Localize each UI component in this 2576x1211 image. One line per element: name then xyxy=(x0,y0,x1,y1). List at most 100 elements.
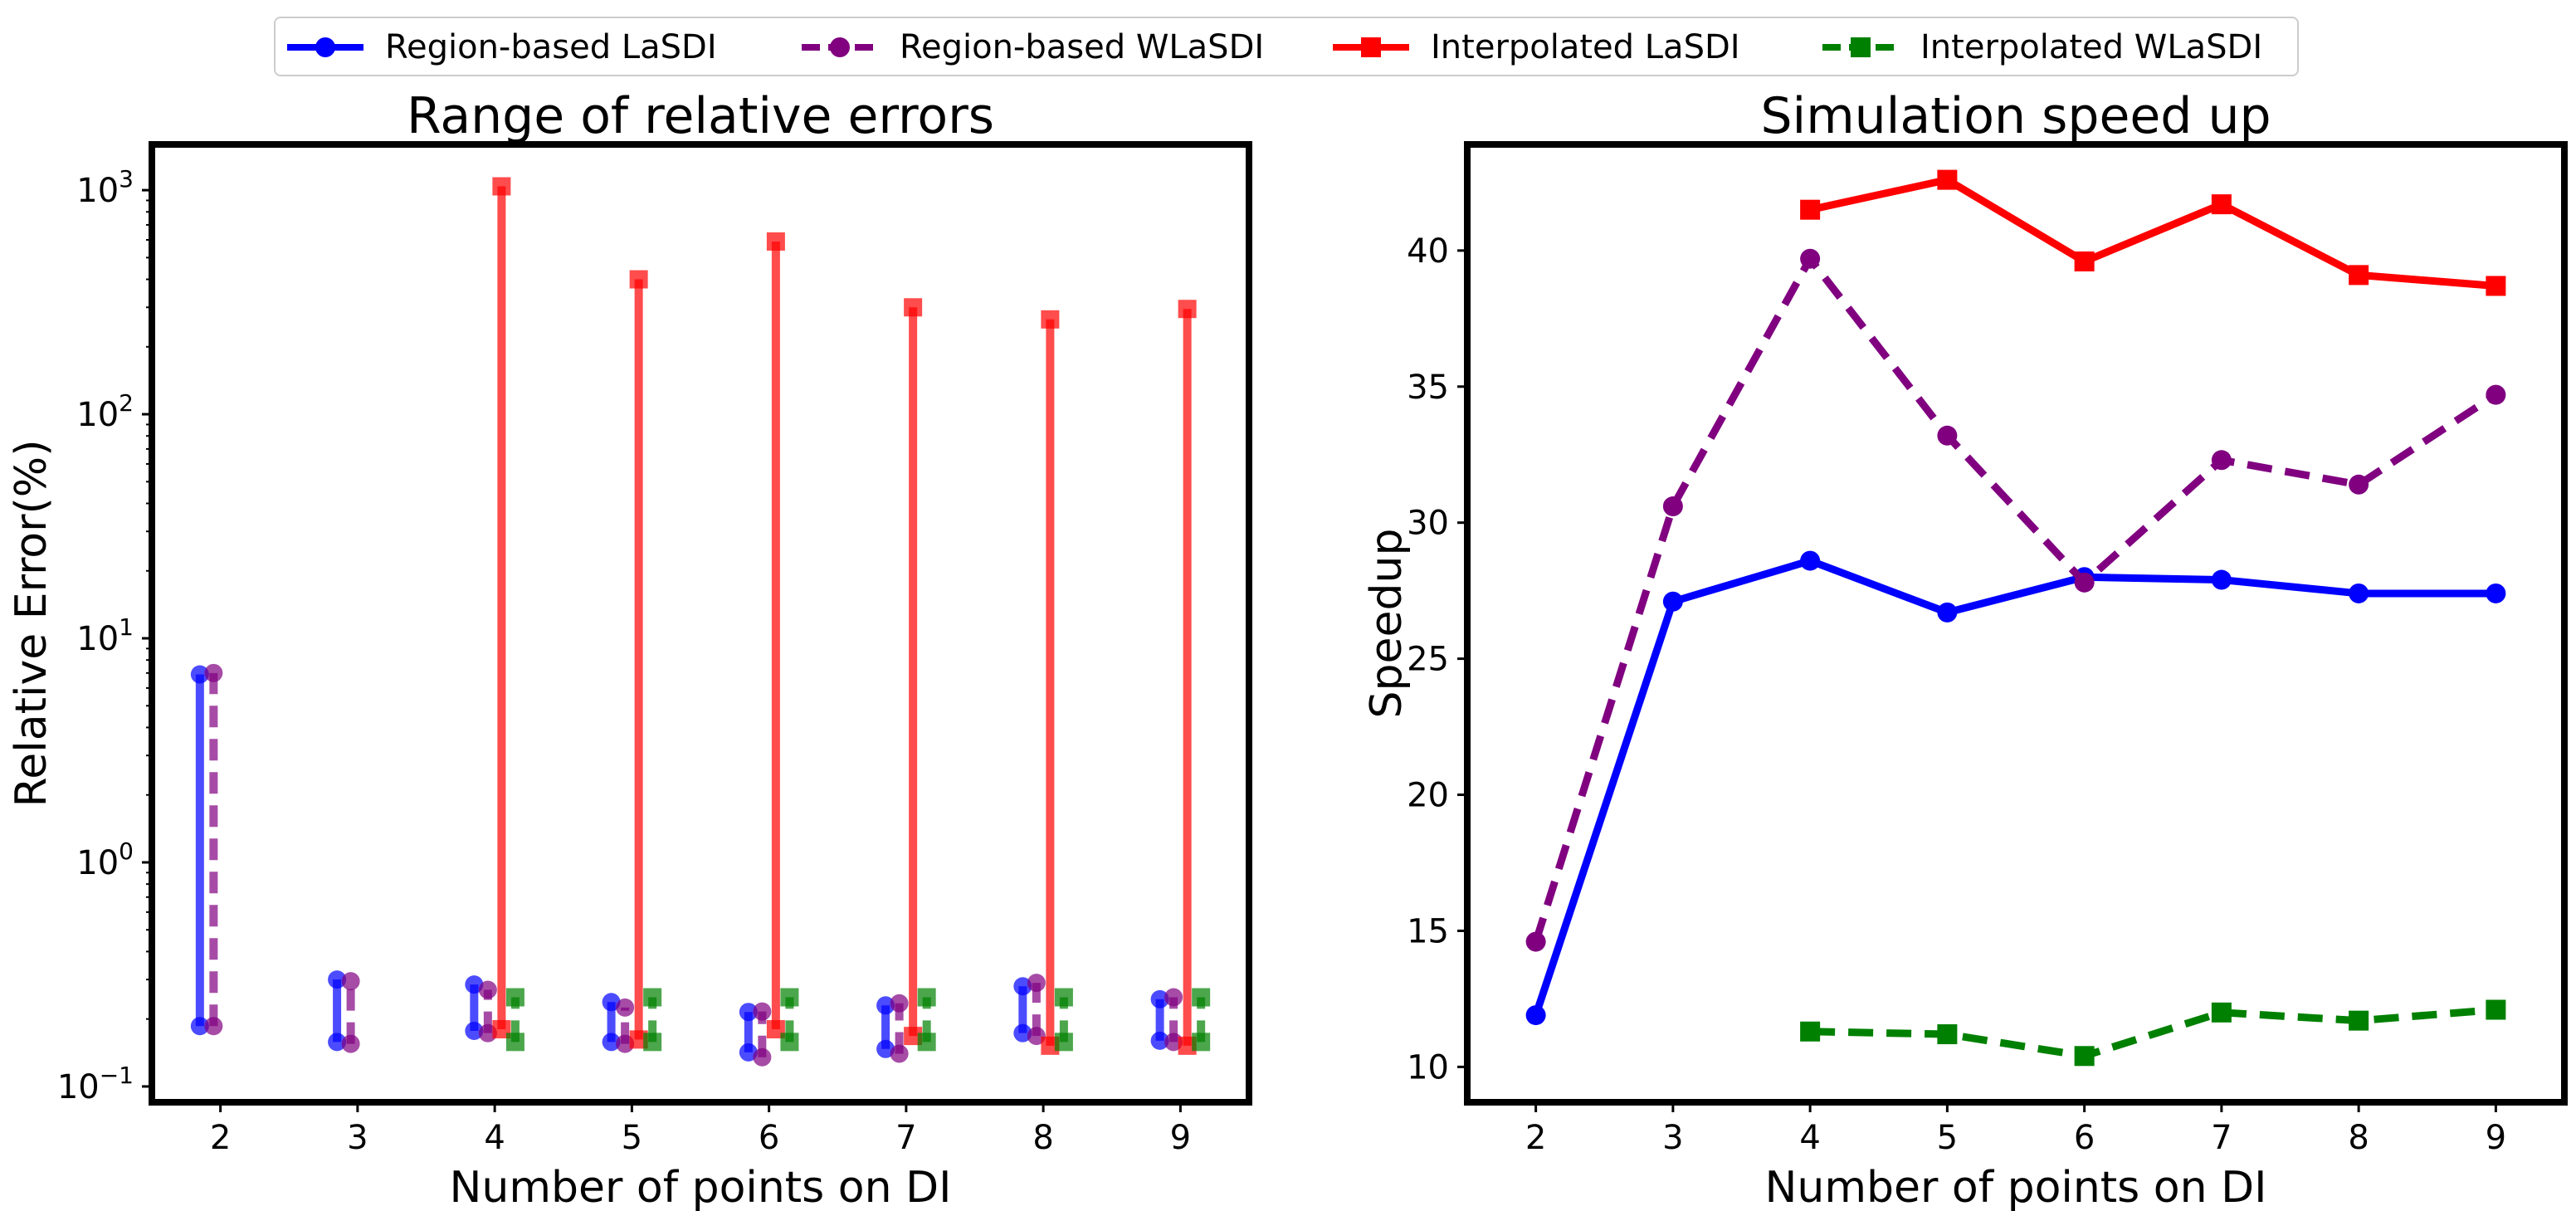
data-point xyxy=(1937,1024,1958,1045)
x-tick-label: 4 xyxy=(484,1119,505,1157)
series-region-based-lasdi xyxy=(190,665,1169,1062)
legend-label: Interpolated LaSDI xyxy=(1431,28,1740,66)
range-max-marker xyxy=(204,663,223,682)
y-tick-label: 102 xyxy=(76,389,134,434)
y-tick-label: 20 xyxy=(1407,777,1449,815)
range-min-marker xyxy=(465,1022,484,1041)
series-region-based-wlasdi xyxy=(204,663,1183,1067)
x-tick-label: 3 xyxy=(1662,1119,1683,1157)
range-max-marker xyxy=(328,970,347,989)
range-max-marker xyxy=(629,270,648,289)
chart-title: Range of relative errors xyxy=(407,87,994,145)
data-point xyxy=(1800,1021,1821,1042)
range-max-marker xyxy=(190,665,209,684)
series-interpolated-wlasdi xyxy=(1800,999,2506,1067)
range-min-marker xyxy=(753,1047,772,1067)
y-tick-exponent: 2 xyxy=(119,389,134,417)
range-min-marker xyxy=(492,1020,511,1039)
range-min-marker xyxy=(1054,1033,1073,1052)
series-region-based-wlasdi xyxy=(1525,248,2506,952)
range-max-marker xyxy=(917,988,936,1007)
legend-swatch-region-based-wlasdi xyxy=(802,37,878,57)
x-tick-label: 8 xyxy=(1032,1119,1053,1157)
y-axis-label: Relative Error(%) xyxy=(7,440,56,808)
plot-frame xyxy=(149,141,1252,1106)
chart-simulation-speed-up: Simulation speed up 2 3 4 5 6 7 8 9 Number of poi… xyxy=(1362,87,2568,1211)
range-min-marker xyxy=(1041,1036,1060,1055)
range-min-marker xyxy=(780,1033,799,1052)
chart-title: Simulation speed up xyxy=(1760,87,2271,145)
range-max-marker xyxy=(766,232,785,251)
y-tick-base: 10 xyxy=(76,396,119,434)
legend-label: Region-based WLaSDI xyxy=(900,28,1265,66)
range-max-marker xyxy=(780,988,799,1007)
y-tick-label: 25 xyxy=(1407,641,1449,679)
range-min-marker xyxy=(190,1017,209,1036)
range-min-marker xyxy=(616,1034,635,1053)
data-point xyxy=(1800,199,1821,220)
data-point xyxy=(1525,931,1546,952)
x-tick-label: 9 xyxy=(2486,1119,2506,1157)
data-point xyxy=(2074,1046,2095,1067)
data-point xyxy=(1937,169,1958,190)
legend-swatch-interpolated-wlasdi xyxy=(1822,37,1899,57)
range-max-marker xyxy=(890,994,909,1013)
range-max-marker xyxy=(492,177,511,196)
series-line xyxy=(1532,255,2498,943)
range-min-marker xyxy=(766,1020,785,1039)
y-tick-base: 10 xyxy=(57,1068,100,1106)
x-tick-label: 2 xyxy=(1525,1119,1546,1157)
data-point xyxy=(2211,569,2232,590)
x-tick-label: 5 xyxy=(622,1119,642,1157)
y-tick-label: 101 xyxy=(76,613,134,658)
range-min-marker xyxy=(341,1034,360,1053)
y-tick-label: 40 xyxy=(1407,232,1449,271)
range-min-marker xyxy=(890,1044,909,1063)
range-min-marker xyxy=(204,1017,223,1036)
range-min-marker xyxy=(1150,1031,1169,1050)
y-tick-exponent: 0 xyxy=(119,837,134,865)
series-region-based-lasdi xyxy=(1525,550,2506,1026)
range-min-marker xyxy=(643,1033,662,1052)
legend-item-region-based-wlasdi: Region-based WLaSDI xyxy=(798,18,1264,76)
data-point xyxy=(2486,276,2506,296)
x-tick-label: 6 xyxy=(759,1119,779,1157)
range-max-marker xyxy=(1054,988,1073,1007)
data-point xyxy=(2211,450,2232,471)
y-tick-label: 35 xyxy=(1407,369,1449,407)
y-tick-exponent: −1 xyxy=(100,1062,134,1089)
x-tick-label: 7 xyxy=(895,1119,916,1157)
plot-frame xyxy=(1464,141,2568,1106)
data-point xyxy=(2211,194,2232,215)
data-point xyxy=(2349,583,2369,603)
x-tick-label: 2 xyxy=(210,1119,231,1157)
range-max-marker xyxy=(1192,988,1211,1007)
range-min-marker xyxy=(904,1027,923,1046)
y-tick-label: 100 xyxy=(76,837,134,882)
legend-label: Region-based LaSDI xyxy=(385,28,717,66)
range-min-marker xyxy=(739,1043,758,1062)
range-max-marker xyxy=(1150,989,1169,1008)
data-point xyxy=(2074,572,2095,593)
range-max-marker xyxy=(602,993,621,1012)
y-tick-base: 10 xyxy=(76,844,119,882)
range-max-marker xyxy=(1027,974,1046,993)
range-min-marker xyxy=(602,1033,621,1052)
data-point xyxy=(2486,583,2506,603)
range-min-marker xyxy=(1013,1023,1032,1043)
data-point xyxy=(1800,550,1821,571)
range-max-marker xyxy=(616,998,635,1017)
range-max-marker xyxy=(1178,300,1197,319)
legend-item-interpolated-wlasdi: Interpolated WLaSDI xyxy=(1819,18,2262,76)
series-line xyxy=(1809,176,2496,290)
range-max-marker xyxy=(753,1002,772,1021)
x-axis-label: Number of points on DI xyxy=(450,1163,952,1211)
range-max-marker xyxy=(643,988,662,1007)
range-min-marker xyxy=(1027,1027,1046,1046)
range-max-marker xyxy=(465,975,484,994)
range-max-marker xyxy=(505,988,524,1007)
range-min-marker xyxy=(505,1033,524,1052)
series-interpolated-lasdi xyxy=(492,177,1197,1055)
data-point xyxy=(1937,602,1958,623)
